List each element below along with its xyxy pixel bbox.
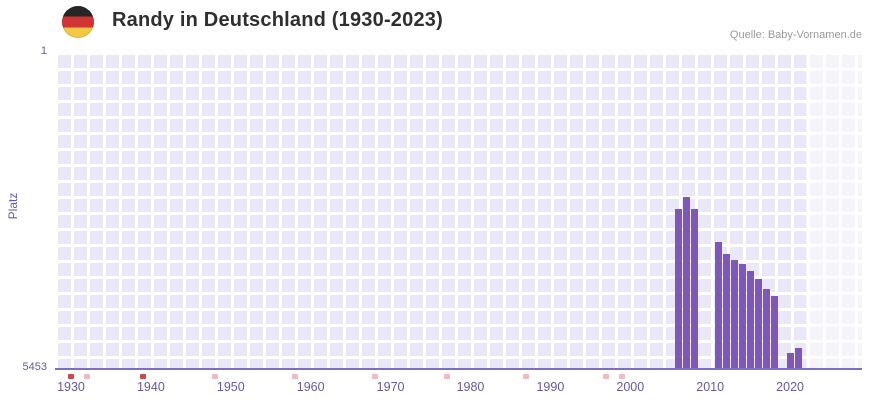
x-axis-label-1960: 1960 xyxy=(296,380,325,394)
bar-2018[interactable] xyxy=(770,295,778,368)
no-data-mark-1939 xyxy=(139,374,146,379)
x-axis-label-1930: 1930 xyxy=(57,380,85,394)
x-axis-label-1950: 1950 xyxy=(216,380,245,394)
no-data-mark-1958 xyxy=(291,374,298,379)
bar-2017[interactable] xyxy=(762,288,770,368)
y-axis-min-label: 5453 xyxy=(22,361,47,373)
plot-area xyxy=(55,52,862,379)
bar-2006[interactable] xyxy=(674,208,682,368)
no-data-mark-1968 xyxy=(371,374,378,379)
x-axis-label-1940: 1940 xyxy=(136,380,165,394)
no-data-mark-1948 xyxy=(211,374,218,379)
y-axis-title: Platz xyxy=(6,192,20,220)
x-axis-line xyxy=(55,368,862,370)
x-axis-label-1970: 1970 xyxy=(376,380,405,394)
x-axis-label-1980: 1980 xyxy=(456,380,485,394)
bar-2013[interactable] xyxy=(730,260,738,368)
x-axis-label-2000: 2000 xyxy=(616,380,645,394)
y-axis-max-label: 1 xyxy=(40,45,47,57)
no-data-mark-1932 xyxy=(83,374,90,379)
no-data-mark-1977 xyxy=(443,374,450,379)
bar-2015[interactable] xyxy=(746,270,754,368)
no-data-mark-1997 xyxy=(603,374,610,379)
no-data-mark-1987 xyxy=(523,374,530,379)
bar-2020[interactable] xyxy=(786,352,794,368)
x-axis-labels: 1930 1940 1950 1960 1970 1980 1990 2000 2010 2020 xyxy=(55,380,862,398)
bar-2016[interactable] xyxy=(754,278,762,368)
bar-2011[interactable] xyxy=(714,241,722,368)
recent-years-band xyxy=(806,52,862,368)
source-credit: Quelle: Baby-Vornamen.de xyxy=(729,29,862,41)
bar-2021[interactable] xyxy=(794,348,802,368)
x-axis-label-2020: 2020 xyxy=(776,380,804,394)
bar-2012[interactable] xyxy=(722,253,730,368)
bar-2007[interactable] xyxy=(682,196,690,368)
no-data-mark-1930 xyxy=(67,374,74,379)
no-data-mark-1999 xyxy=(619,374,626,379)
bar-2008[interactable] xyxy=(690,209,698,368)
germany-flag-icon xyxy=(62,6,94,38)
x-axis-label-2010: 2010 xyxy=(696,380,725,394)
x-axis-label-1990: 1990 xyxy=(536,380,565,394)
bar-2014[interactable] xyxy=(738,263,746,368)
chart-title: Randy in Deutschland (1930-2023) xyxy=(112,9,443,31)
